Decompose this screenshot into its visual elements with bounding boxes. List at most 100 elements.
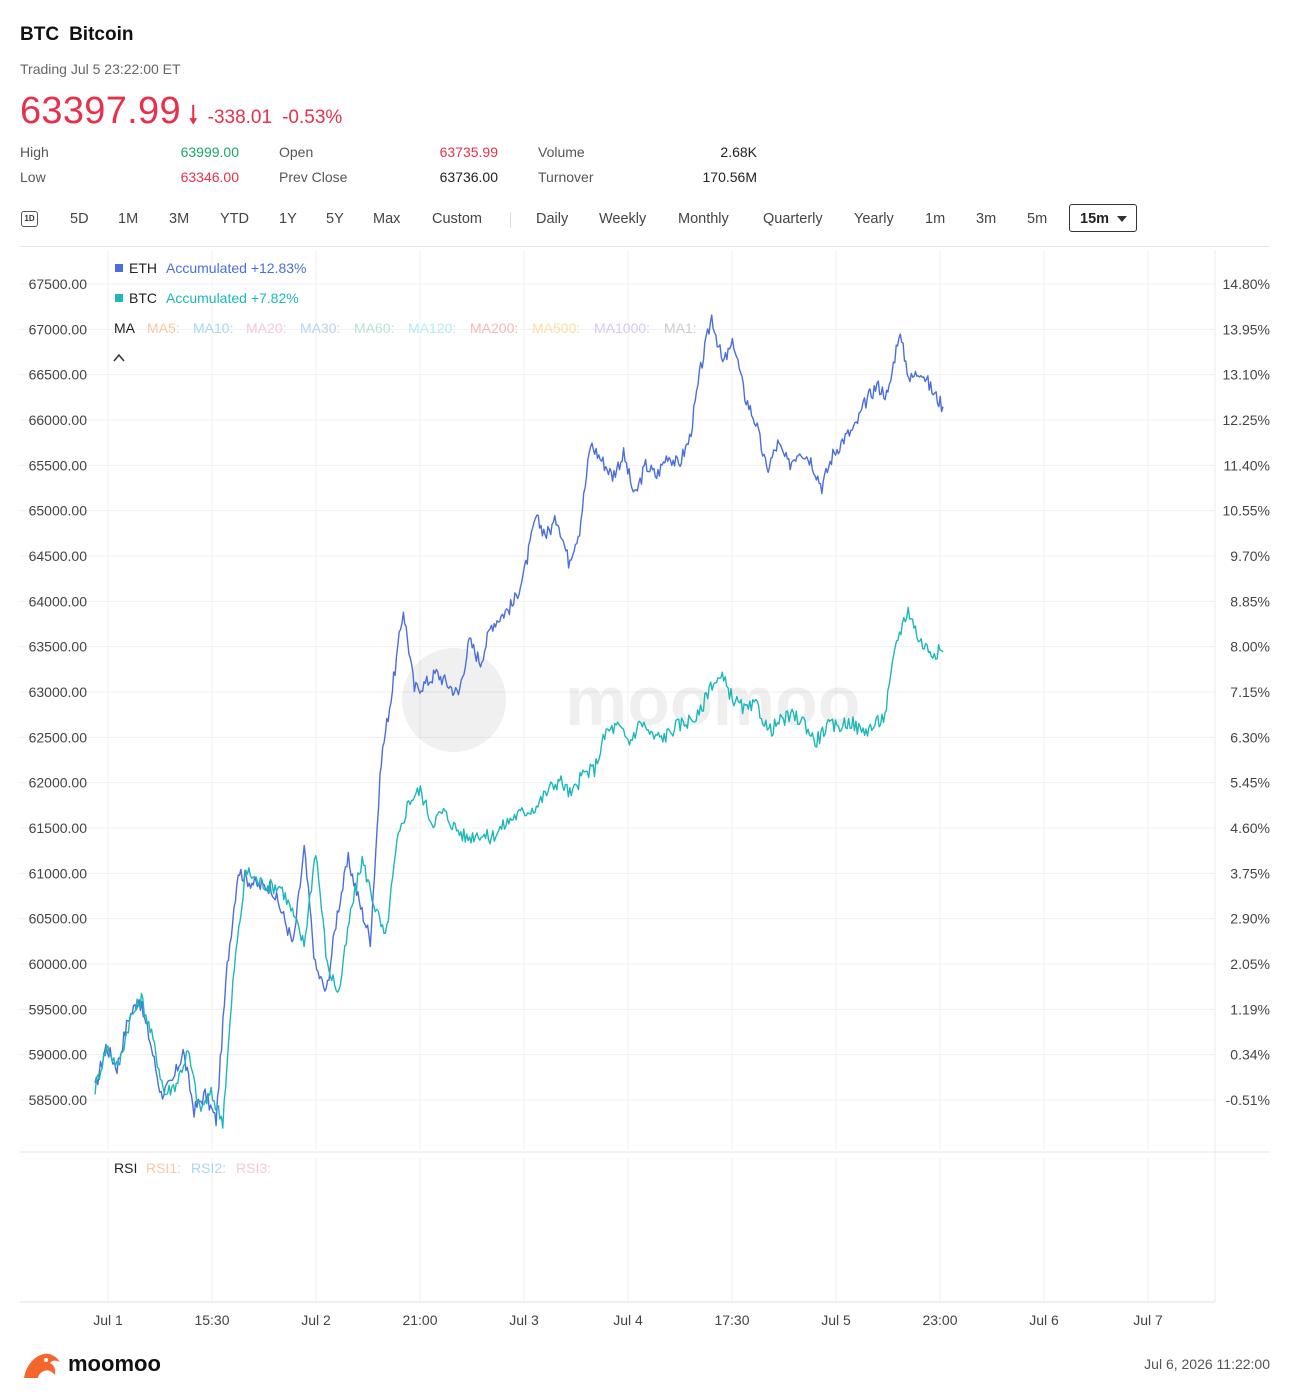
ma-legend-item: MA1:	[664, 320, 697, 336]
y-right-tick: 6.30%	[1230, 729, 1270, 745]
range-max[interactable]: Max	[373, 211, 401, 227]
open-value: 63735.99	[439, 144, 498, 160]
range-5d[interactable]: 5D	[70, 211, 89, 227]
y-left-tick: 63000.00	[29, 684, 88, 700]
y-left-tick: 59500.00	[29, 1001, 88, 1017]
brand-logo: moomoo	[22, 1348, 161, 1380]
rsi-legend-item: RSI3:	[236, 1160, 271, 1176]
x-tick: Jul 5	[821, 1312, 851, 1328]
ma-legend-item: MA60:	[354, 320, 394, 336]
chart-series	[94, 314, 944, 1129]
x-tick: 17:30	[714, 1312, 749, 1328]
y-left-tick: 65500.00	[29, 457, 88, 473]
y-left-tick: 67000.00	[29, 321, 88, 337]
price-row: 63397.99 🠓 -338.01 -0.53%	[20, 90, 342, 139]
rsi-legend-item: RSI1:	[146, 1160, 181, 1176]
calendar-day-icon[interactable]: 1D	[21, 211, 38, 227]
eth-legend-swatch	[115, 264, 123, 272]
y-right-tick: 1.19%	[1230, 1001, 1270, 1017]
y-left-tick: 67500.00	[29, 276, 88, 292]
low-label: Low	[20, 169, 46, 185]
chevron-up-icon	[113, 353, 125, 362]
x-tick: Jul 2	[301, 1312, 331, 1328]
y-left-tick: 64500.00	[29, 548, 88, 564]
volume-label: Volume	[538, 144, 585, 160]
volume-value: 2.68K	[720, 144, 757, 160]
y-left-tick: 61500.00	[29, 820, 88, 836]
range-3m[interactable]: 3M	[169, 211, 190, 227]
x-tick: Jul 1	[93, 1312, 123, 1328]
x-tick: 15:30	[194, 1312, 229, 1328]
y-right-tick: 13.95%	[1223, 321, 1270, 337]
symbol-title: BTC Bitcoin	[20, 24, 143, 46]
series-line-eth	[94, 314, 944, 1127]
interval-3m[interactable]: 3m	[976, 211, 997, 227]
range-1m[interactable]: 1M	[118, 211, 139, 227]
period-monthly[interactable]: Monthly	[678, 211, 729, 227]
period-daily[interactable]: Daily	[536, 211, 569, 227]
high-label: High	[20, 144, 49, 160]
y-right-tick: 7.15%	[1230, 684, 1270, 700]
y-right-tick: 13.10%	[1223, 367, 1270, 383]
chart-toolbar: 1D 5D 1M 3M YTD 1Y 5Y Max Custom Daily W…	[20, 204, 1270, 236]
y-left-tick: 63500.00	[29, 639, 88, 655]
period-quarterly[interactable]: Quarterly	[763, 211, 823, 227]
x-tick: Jul 7	[1133, 1312, 1163, 1328]
ma-legend-item: MA500:	[532, 320, 580, 336]
down-arrow-icon: 🠓	[188, 102, 198, 129]
x-tick: Jul 6	[1029, 1312, 1059, 1328]
y-right-tick: 9.70%	[1230, 548, 1270, 564]
x-tick: Jul 4	[613, 1312, 643, 1328]
x-tick: 23:00	[922, 1312, 957, 1328]
range-custom[interactable]: Custom	[432, 211, 482, 227]
y-left-tick: 58500.00	[29, 1092, 88, 1108]
price-change-pct: -0.53%	[282, 107, 343, 128]
y-left-tick: 60000.00	[29, 956, 88, 972]
toolbar-divider	[510, 212, 511, 228]
x-tick: 21:00	[402, 1312, 437, 1328]
y-right-tick: 14.80%	[1223, 276, 1270, 292]
x-tick: Jul 3	[509, 1312, 539, 1328]
chart-grid	[20, 250, 1215, 1302]
eth-legend-value: Accumulated +12.83%	[166, 260, 306, 276]
watermark-logo: moomoo	[402, 648, 861, 752]
y-right-tick: 2.90%	[1230, 911, 1270, 927]
symbol-code: BTC	[20, 24, 60, 45]
turnover-label: Turnover	[538, 169, 594, 185]
ma-label: MA	[114, 320, 136, 336]
ma-legend-item: MA120:	[408, 320, 456, 336]
range-ytd[interactable]: YTD	[220, 211, 249, 227]
y-left-tick: 59000.00	[29, 1047, 88, 1063]
open-label: Open	[279, 144, 314, 160]
y-left-tick: 62000.00	[29, 775, 88, 791]
btc-legend-name: BTC	[129, 290, 157, 306]
range-5y[interactable]: 5Y	[326, 211, 344, 227]
period-yearly[interactable]: Yearly	[854, 211, 894, 227]
y-left-tick: 66500.00	[29, 367, 88, 383]
interval-1m[interactable]: 1m	[925, 211, 946, 227]
moomoo-bull-icon	[24, 1353, 60, 1378]
prev-close-label: Prev Close	[279, 169, 348, 185]
interval-5m[interactable]: 5m	[1027, 211, 1048, 227]
y-axis-right: 14.80% 13.95% 13.10% 12.25% 11.40% 10.55% 9.70…	[1223, 276, 1270, 1108]
btc-legend-value: Accumulated +7.82%	[166, 290, 299, 306]
ma-legend-item: MA20:	[246, 320, 286, 336]
ma-legend-item: MA5:	[147, 320, 180, 336]
y-right-tick: 2.05%	[1230, 956, 1270, 972]
ma-legend-items: MA5: MA10: MA20: MA30: MA60: MA120: MA200: MA50…	[147, 320, 697, 336]
y-right-tick: 8.85%	[1230, 593, 1270, 609]
y-right-tick: 5.45%	[1230, 775, 1270, 791]
y-axis-left: 67500.00 67000.00 66500.00 66000.00 65500.00…	[29, 276, 88, 1108]
range-1y[interactable]: 1Y	[279, 211, 297, 227]
period-weekly[interactable]: Weekly	[599, 211, 647, 227]
y-left-tick: 64000.00	[29, 593, 88, 609]
symbol-name: Bitcoin	[69, 24, 134, 45]
footer-timestamp: Jul 6, 2026 11:22:00	[1144, 1356, 1270, 1372]
interval-select[interactable]: 15m	[1069, 204, 1137, 232]
rsi-legend-items: RSI1: RSI2: RSI3:	[146, 1160, 271, 1176]
turnover-value: 170.56M	[702, 169, 757, 185]
high-value: 63999.00	[180, 144, 239, 160]
y-right-tick: 0.34%	[1230, 1047, 1270, 1063]
y-left-tick: 61000.00	[29, 865, 88, 881]
